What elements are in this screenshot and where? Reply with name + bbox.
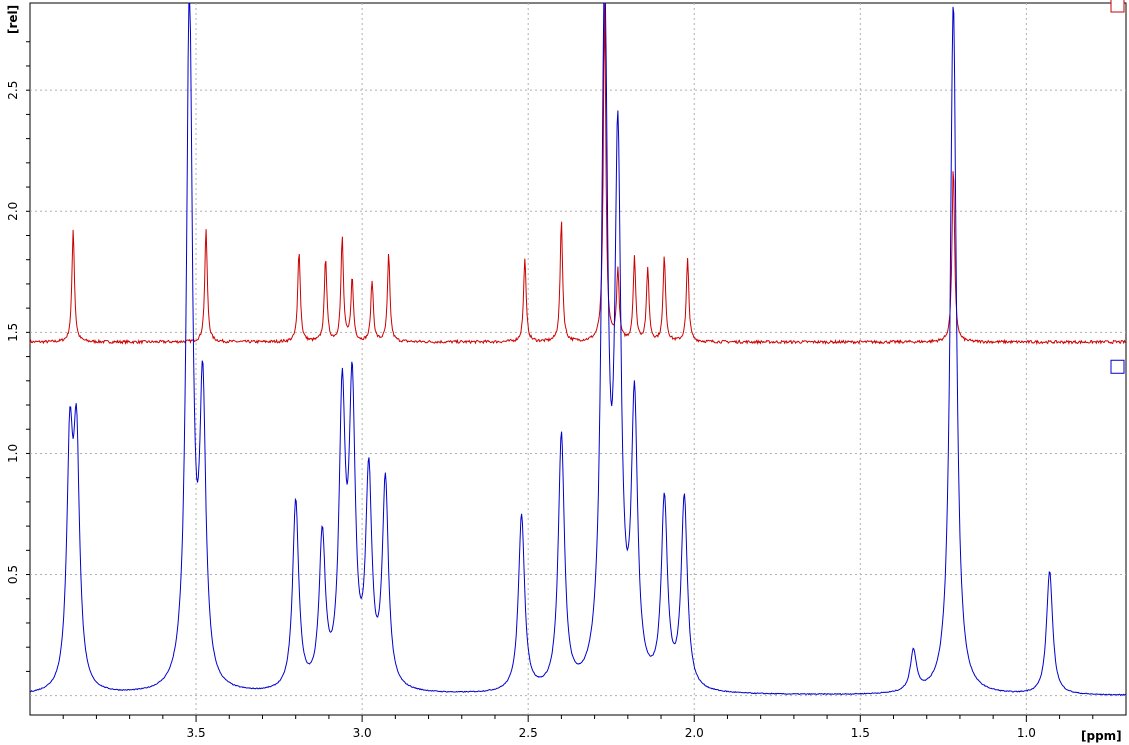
x-tick-label: 2.0 [685, 726, 704, 740]
peak-point [604, 2, 606, 4]
peak-point [341, 237, 343, 239]
x-tick-label: 1.0 [1017, 726, 1036, 740]
peak-point [368, 487, 370, 489]
peak-point [913, 654, 915, 656]
series-markers [1110, 0, 1125, 374]
peak-point [683, 504, 685, 506]
y-tick-label: 1.5 [6, 323, 20, 342]
peak-point [617, 174, 619, 176]
peak-point [617, 271, 619, 273]
peak-point [69, 462, 71, 464]
series-line-2 [29, 2, 1127, 697]
y-tick-label: 0.5 [6, 565, 20, 584]
peak-point [351, 278, 353, 280]
peak-point [189, 2, 191, 4]
peak-point [351, 409, 353, 411]
peak-point [385, 489, 387, 491]
peak-point [298, 249, 300, 251]
peak-point [634, 419, 636, 421]
peak-point [76, 460, 78, 462]
peak-point [561, 441, 563, 443]
peak-point [647, 269, 649, 271]
y-axis-label: [rel] [6, 5, 20, 34]
peak-point [1049, 571, 1051, 573]
peak-point [321, 545, 323, 547]
x-axis-ticks: 3.5 3.0 2.5 2.0 1.5 1.0 [62, 715, 1094, 740]
x-tick-label: 3.0 [353, 726, 372, 740]
peak-point [664, 256, 666, 258]
peak-point [371, 281, 373, 283]
peak-point [521, 518, 523, 520]
series-line-1 [29, 2, 1127, 346]
y-tick-label: 1.0 [6, 444, 20, 463]
x-axis-label: [ppm] [1081, 729, 1122, 743]
y-tick-label: 2.0 [6, 202, 20, 221]
peak-point [205, 227, 207, 229]
y-axis-ticks: 0.5 1.0 1.5 2.0 2.5 [6, 41, 30, 672]
x-tick-label: 2.5 [519, 726, 538, 740]
peak-point [664, 508, 666, 510]
peak-point [341, 414, 343, 416]
peak-point [634, 256, 636, 258]
series-handle-2[interactable] [1110, 359, 1125, 374]
plot-frame [29, 2, 1127, 716]
peak-point [295, 506, 297, 508]
x-tick-label: 1.5 [851, 726, 870, 740]
peak-point [72, 227, 74, 229]
peak-point [561, 220, 563, 222]
series-handle-1[interactable] [1110, 0, 1125, 13]
grid-lines [30, 3, 1126, 715]
peak-point [524, 256, 526, 258]
x-tick-label: 3.5 [187, 726, 206, 740]
peak-point [202, 409, 204, 411]
peak-point [325, 256, 327, 258]
spectra [29, 2, 1127, 697]
peak-point [388, 254, 390, 256]
peak-point [687, 259, 689, 261]
peak-point [952, 164, 954, 166]
y-tick-label: 2.5 [6, 81, 20, 100]
peak-point [952, 2, 954, 4]
